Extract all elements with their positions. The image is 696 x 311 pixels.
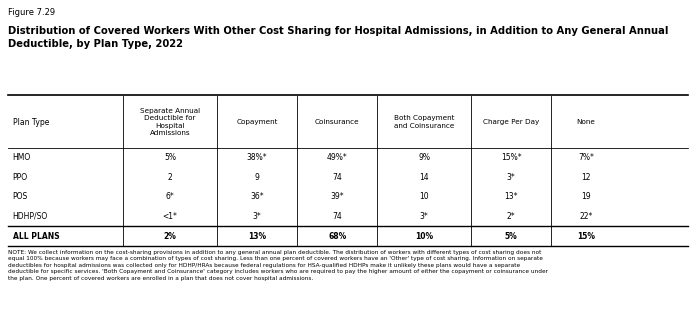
Text: 2*: 2* (507, 212, 516, 221)
Text: HDHP/SO: HDHP/SO (13, 212, 48, 221)
Text: ALL PLANS: ALL PLANS (13, 232, 59, 241)
Text: 10: 10 (420, 192, 429, 201)
Text: Distribution of Covered Workers With Other Cost Sharing for Hospital Admissions,: Distribution of Covered Workers With Oth… (8, 26, 669, 49)
Text: Coinsurance: Coinsurance (315, 119, 360, 125)
Text: 6*: 6* (166, 192, 175, 201)
Text: 13%: 13% (248, 232, 267, 241)
Text: Separate Annual
Deductible for
Hospital
Admissions: Separate Annual Deductible for Hospital … (140, 108, 200, 136)
Text: PPO: PPO (13, 173, 28, 182)
Text: NOTE: We collect information on the cost-sharing provisions in addition to any g: NOTE: We collect information on the cost… (8, 250, 548, 281)
Text: <1*: <1* (163, 212, 177, 221)
Text: Figure 7.29: Figure 7.29 (8, 8, 56, 17)
Text: Both Copayment
and Coinsurance: Both Copayment and Coinsurance (394, 115, 454, 129)
Text: 9%: 9% (418, 153, 430, 162)
Text: None: None (576, 119, 596, 125)
Text: 15%: 15% (577, 232, 595, 241)
Text: 2: 2 (168, 173, 173, 182)
Text: Copayment: Copayment (237, 119, 278, 125)
Text: 2%: 2% (164, 232, 177, 241)
Text: 9: 9 (255, 173, 260, 182)
Text: 15%*: 15%* (501, 153, 521, 162)
Text: 74: 74 (332, 173, 342, 182)
Text: POS: POS (13, 192, 28, 201)
Text: 19: 19 (581, 192, 591, 201)
Text: HMO: HMO (13, 153, 31, 162)
Text: 38%*: 38%* (247, 153, 267, 162)
Text: 10%: 10% (415, 232, 434, 241)
Text: 14: 14 (420, 173, 429, 182)
Text: 5%: 5% (505, 232, 518, 241)
Text: 3*: 3* (507, 173, 516, 182)
Text: 12: 12 (581, 173, 591, 182)
Text: 74: 74 (332, 212, 342, 221)
Text: 36*: 36* (251, 192, 264, 201)
Text: 68%: 68% (328, 232, 347, 241)
Text: 39*: 39* (331, 192, 344, 201)
Text: Plan Type: Plan Type (13, 118, 49, 127)
Text: 13*: 13* (505, 192, 518, 201)
Text: 3*: 3* (420, 212, 429, 221)
Text: 22*: 22* (579, 212, 593, 221)
Text: Charge Per Day: Charge Per Day (483, 119, 539, 125)
Text: 3*: 3* (253, 212, 262, 221)
Text: 7%*: 7%* (578, 153, 594, 162)
Text: 5%: 5% (164, 153, 176, 162)
Text: 49%*: 49%* (327, 153, 347, 162)
